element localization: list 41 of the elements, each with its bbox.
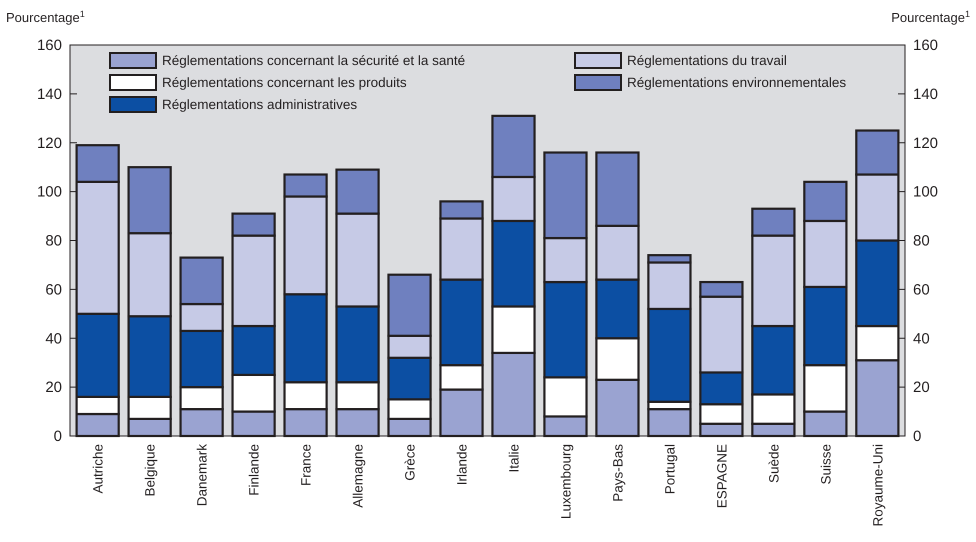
x-tick-label: Portugal (662, 444, 678, 494)
y-tick-label: 160 (36, 37, 62, 54)
y2-tick-label: 60 (913, 281, 930, 298)
y2-tick-label: 20 (913, 379, 930, 396)
x-tick-label: ESPAGNE (714, 444, 730, 508)
x-tick-label: Royaume-Uni (870, 444, 886, 527)
y2-tick-label: 100 (913, 184, 938, 201)
y2-tick-label: 160 (913, 37, 938, 54)
x-tick-label: Irlande (454, 444, 470, 486)
x-tick-label: Belgique (142, 444, 158, 497)
y2-tick-label: 120 (913, 134, 938, 152)
legend-label: Réglementations administratives (162, 97, 358, 112)
y-axis-title: Pourcentage$^{1}$ (6, 9, 85, 25)
x-tick-label: Autriche (90, 444, 106, 494)
y2-tick-label: 0 (913, 428, 922, 445)
y-tick-label: 140 (36, 86, 62, 103)
x-tick-label: Luxembourg (558, 444, 574, 520)
y-tick-label: 80 (45, 232, 62, 250)
legend-label: Réglementations concernant la sécurité et la santé (162, 53, 466, 68)
y2-axis-title: Pourcentage$^{1}$ (891, 9, 970, 25)
x-tick-label: Suisse (818, 444, 834, 485)
y2-tick-label: 140 (913, 86, 938, 103)
x-tick-label: Italie (506, 444, 522, 473)
x-tick-label: Finlande (246, 444, 262, 496)
x-tick-label: France (298, 444, 314, 486)
y-tick-label: 40 (45, 330, 62, 348)
y-tick-label: 100 (36, 184, 62, 201)
y-tick-label: 20 (45, 379, 62, 396)
y2-tick-label: 40 (913, 330, 930, 348)
x-tick-label: Danemark (194, 444, 210, 506)
legend-label: Réglementations environnementales (627, 75, 846, 90)
y-tick-label: 120 (36, 134, 62, 152)
legend-label: Réglementations concernant les produits (162, 75, 407, 90)
x-tick-label: Grèce (402, 444, 418, 481)
y-tick-label: 0 (54, 428, 62, 445)
x-tick-label: Pays-Bas (610, 444, 626, 502)
y-tick-label: 60 (45, 281, 62, 298)
x-tick-label: Allemagne (350, 444, 366, 508)
y2-tick-label: 80 (913, 232, 930, 250)
x-tick-label: Suède (766, 444, 782, 484)
legend-label: Réglementations du travail (627, 53, 787, 68)
